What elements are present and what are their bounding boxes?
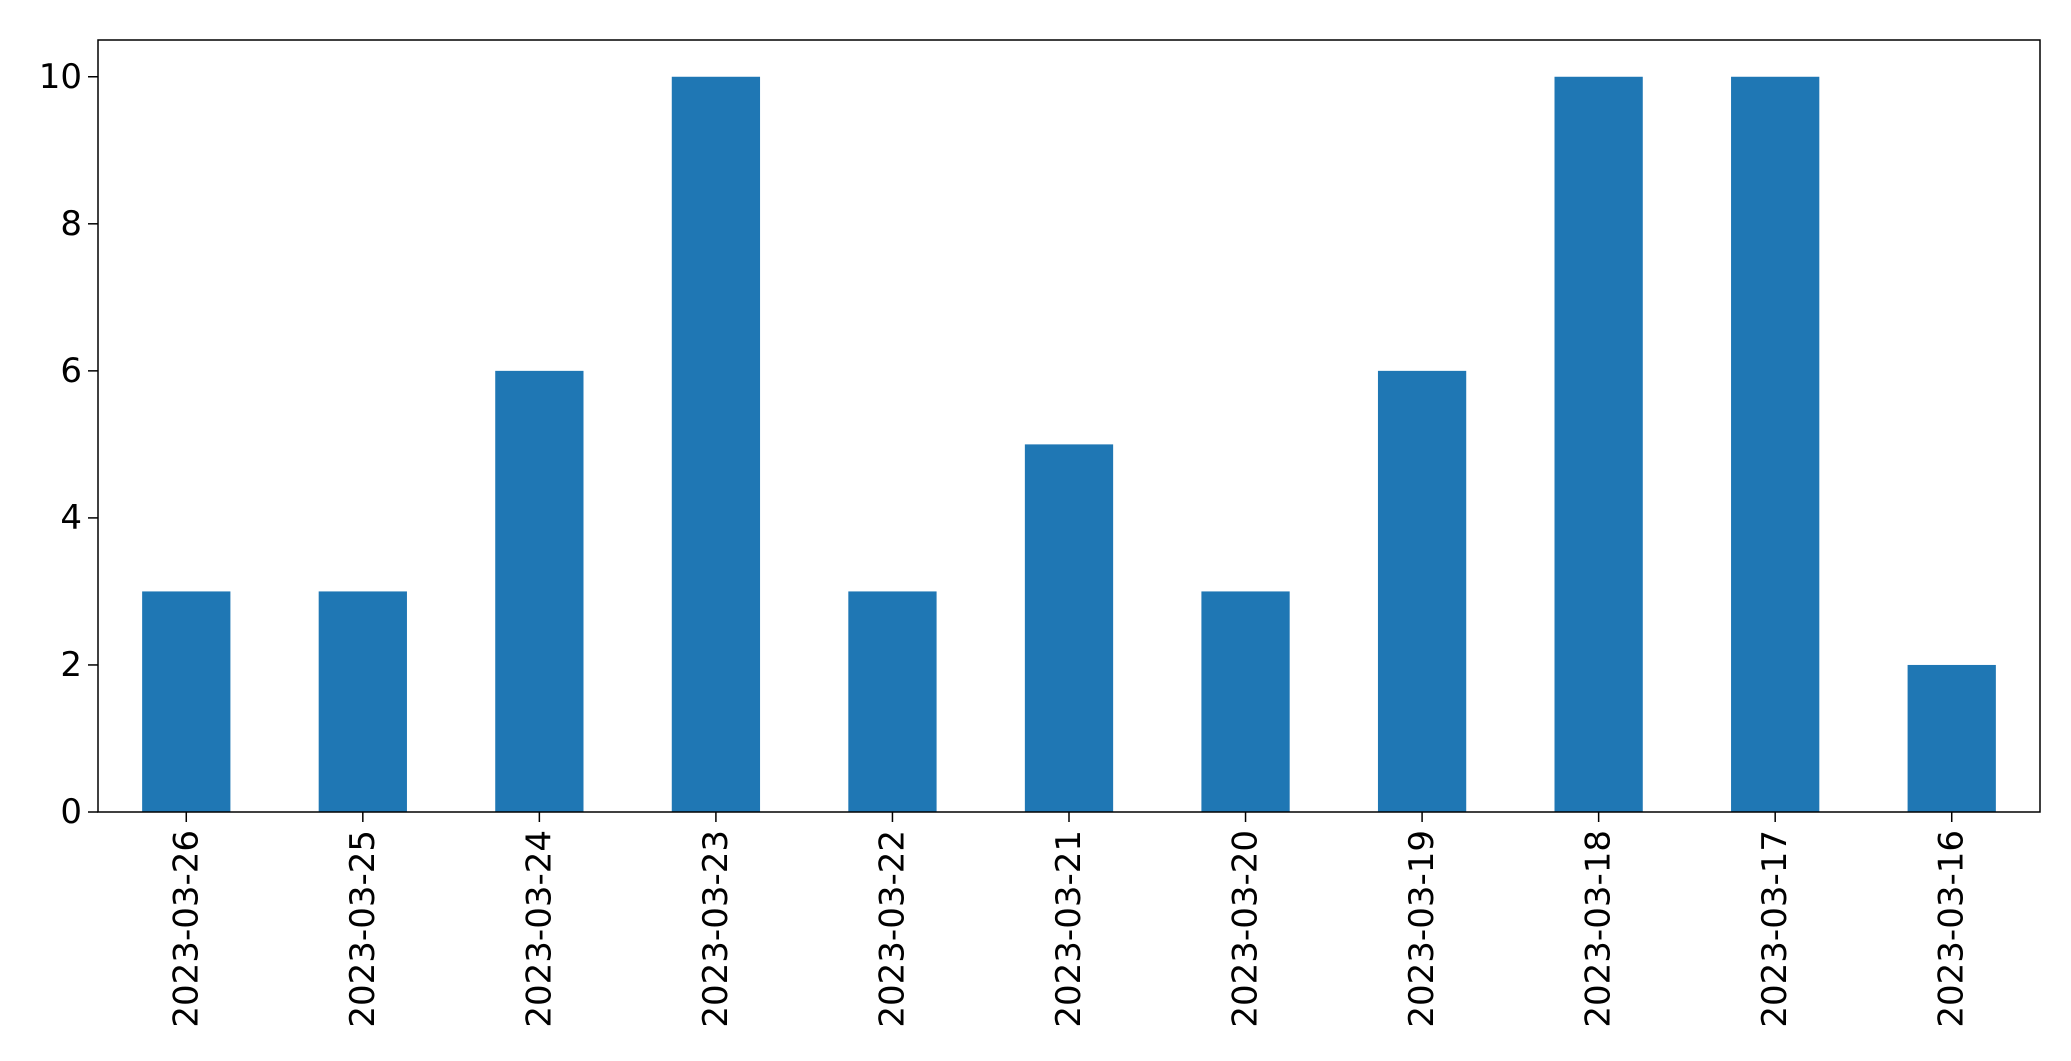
- plot-frame: [97, 39, 2041, 813]
- bars-group: [142, 76, 1996, 812]
- bar-2023-03-23: [671, 76, 761, 812]
- bar-2023-03-20: [1201, 591, 1290, 812]
- x-tick-label: 2023-03-20: [1226, 830, 1266, 1028]
- bar-2023-03-21: [1024, 444, 1114, 812]
- bar-2023-03-25: [318, 591, 407, 812]
- y-tick-label: 10: [39, 57, 82, 97]
- x-tick-label: 2023-03-23: [696, 830, 736, 1028]
- x-tick-label: 2023-03-26: [166, 830, 206, 1028]
- x-tick-label: 2023-03-18: [1579, 830, 1619, 1028]
- bar-2023-03-16: [1907, 664, 1996, 812]
- y-tick-label: 4: [60, 498, 82, 538]
- y-axis: 0 2 4 6 8 10: [39, 57, 98, 832]
- x-tick-label: 2023-03-22: [872, 830, 912, 1028]
- bar-2023-03-26: [142, 591, 231, 812]
- bar-2023-03-17: [1731, 76, 1820, 812]
- x-tick-label: 2023-03-25: [343, 830, 383, 1028]
- y-tick-label: 0: [60, 792, 82, 832]
- x-tick-label: 2023-03-16: [1932, 830, 1972, 1028]
- x-tick-label: 2023-03-21: [1049, 830, 1089, 1028]
- x-tick-label: 2023-03-19: [1402, 830, 1442, 1028]
- x-axis: 2023-03-26 2023-03-25 2023-03-24 2023-03-23…: [166, 812, 1972, 1028]
- y-tick-label: 2: [60, 645, 82, 685]
- y-tick-label: 6: [60, 351, 82, 391]
- bar-2023-03-18: [1554, 76, 1643, 812]
- bar-2023-03-24: [495, 370, 584, 812]
- x-tick-label: 2023-03-24: [519, 830, 559, 1028]
- bar-2023-03-19: [1377, 370, 1467, 812]
- x-tick-label: 2023-03-17: [1755, 830, 1795, 1028]
- y-tick-label: 8: [60, 204, 82, 244]
- bar-2023-03-22: [848, 591, 937, 812]
